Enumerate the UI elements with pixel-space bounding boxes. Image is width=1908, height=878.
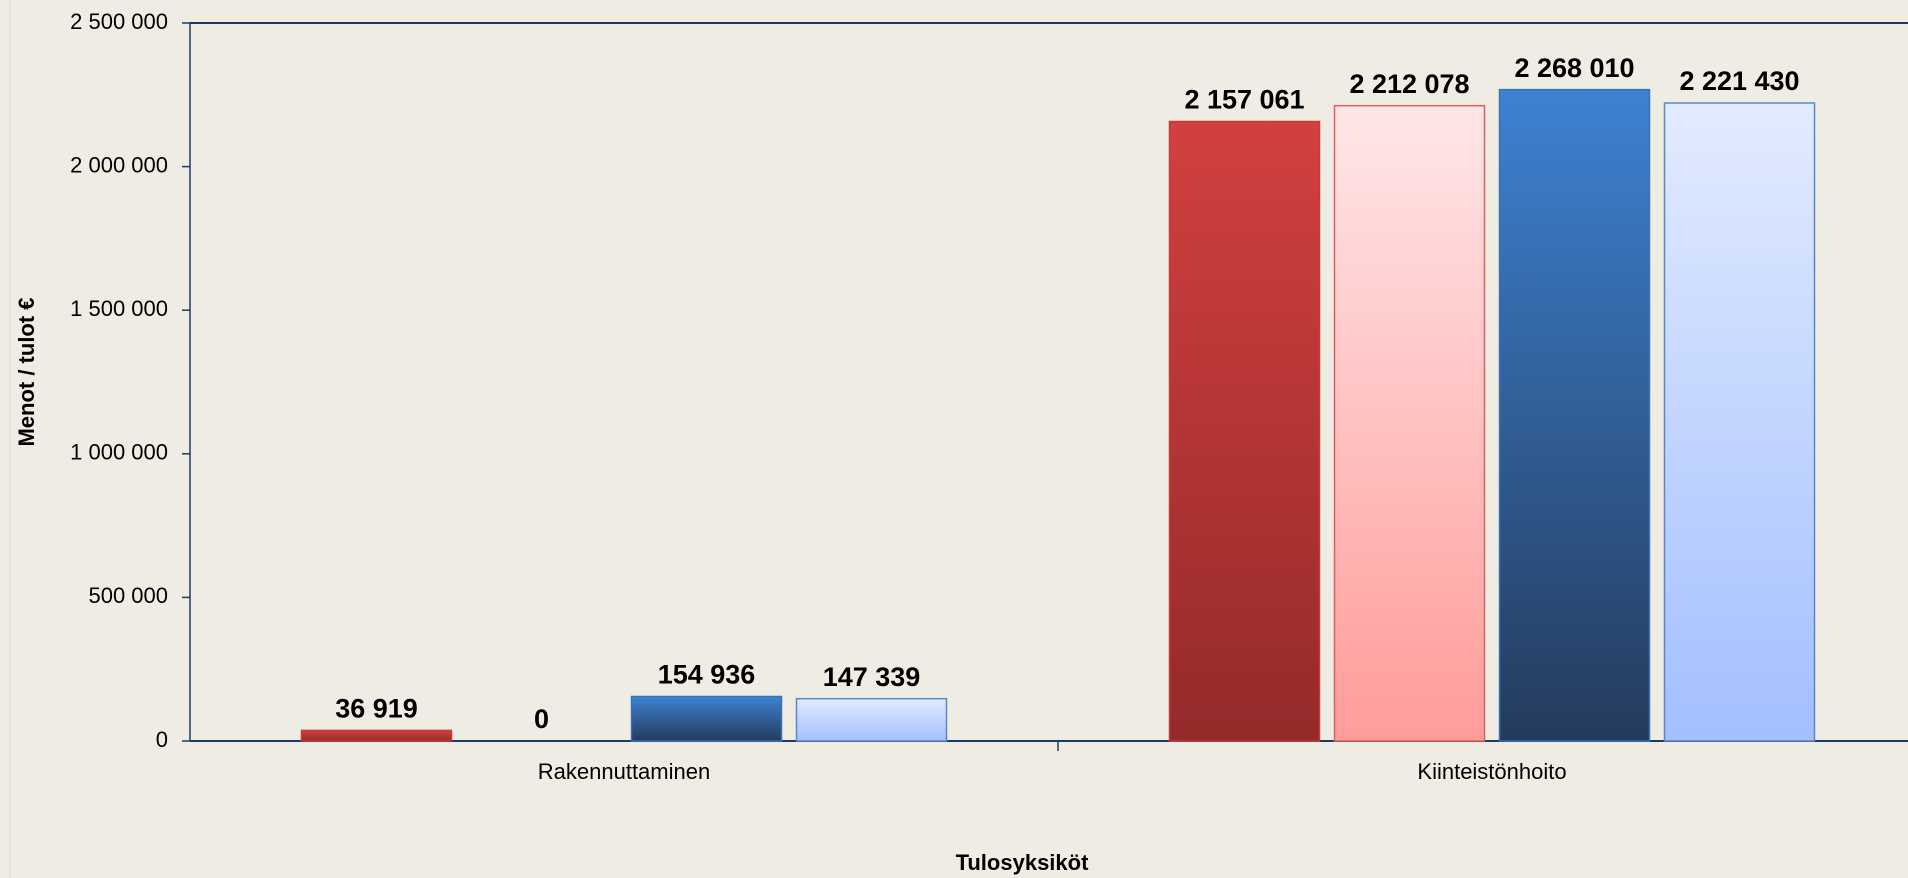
value-label: 2 268 010 [1514,53,1634,83]
bar [1663,102,1816,742]
x-tick-label: Rakennuttaminen [538,759,710,784]
y-tick-label: 0 [156,727,168,752]
y-tick-label: 1 500 000 [70,296,168,321]
value-label: 0 [534,704,549,734]
x-axis-title: Tulosyksiköt [956,850,1090,875]
value-label: 2 212 078 [1349,69,1469,99]
y-tick-label: 500 000 [88,583,168,608]
bar [1333,104,1486,742]
value-label: 36 919 [335,694,418,724]
y-tick-label: 1 000 000 [70,440,168,465]
value-label: 2 221 430 [1679,66,1799,96]
y-tick-label: 2 000 000 [70,152,168,177]
x-tick-label: Kiinteistönhoito [1417,759,1566,784]
y-tick-label: 2 500 000 [70,9,168,34]
value-label: 147 339 [823,662,921,692]
bar [630,695,783,742]
value-label: 2 157 061 [1184,85,1304,115]
value-label: 154 936 [658,660,756,690]
bar [300,729,453,742]
y-axis-title: Menot / tulot € [14,297,39,446]
bar [795,697,948,742]
bar [1498,88,1651,742]
bar [1168,120,1321,742]
